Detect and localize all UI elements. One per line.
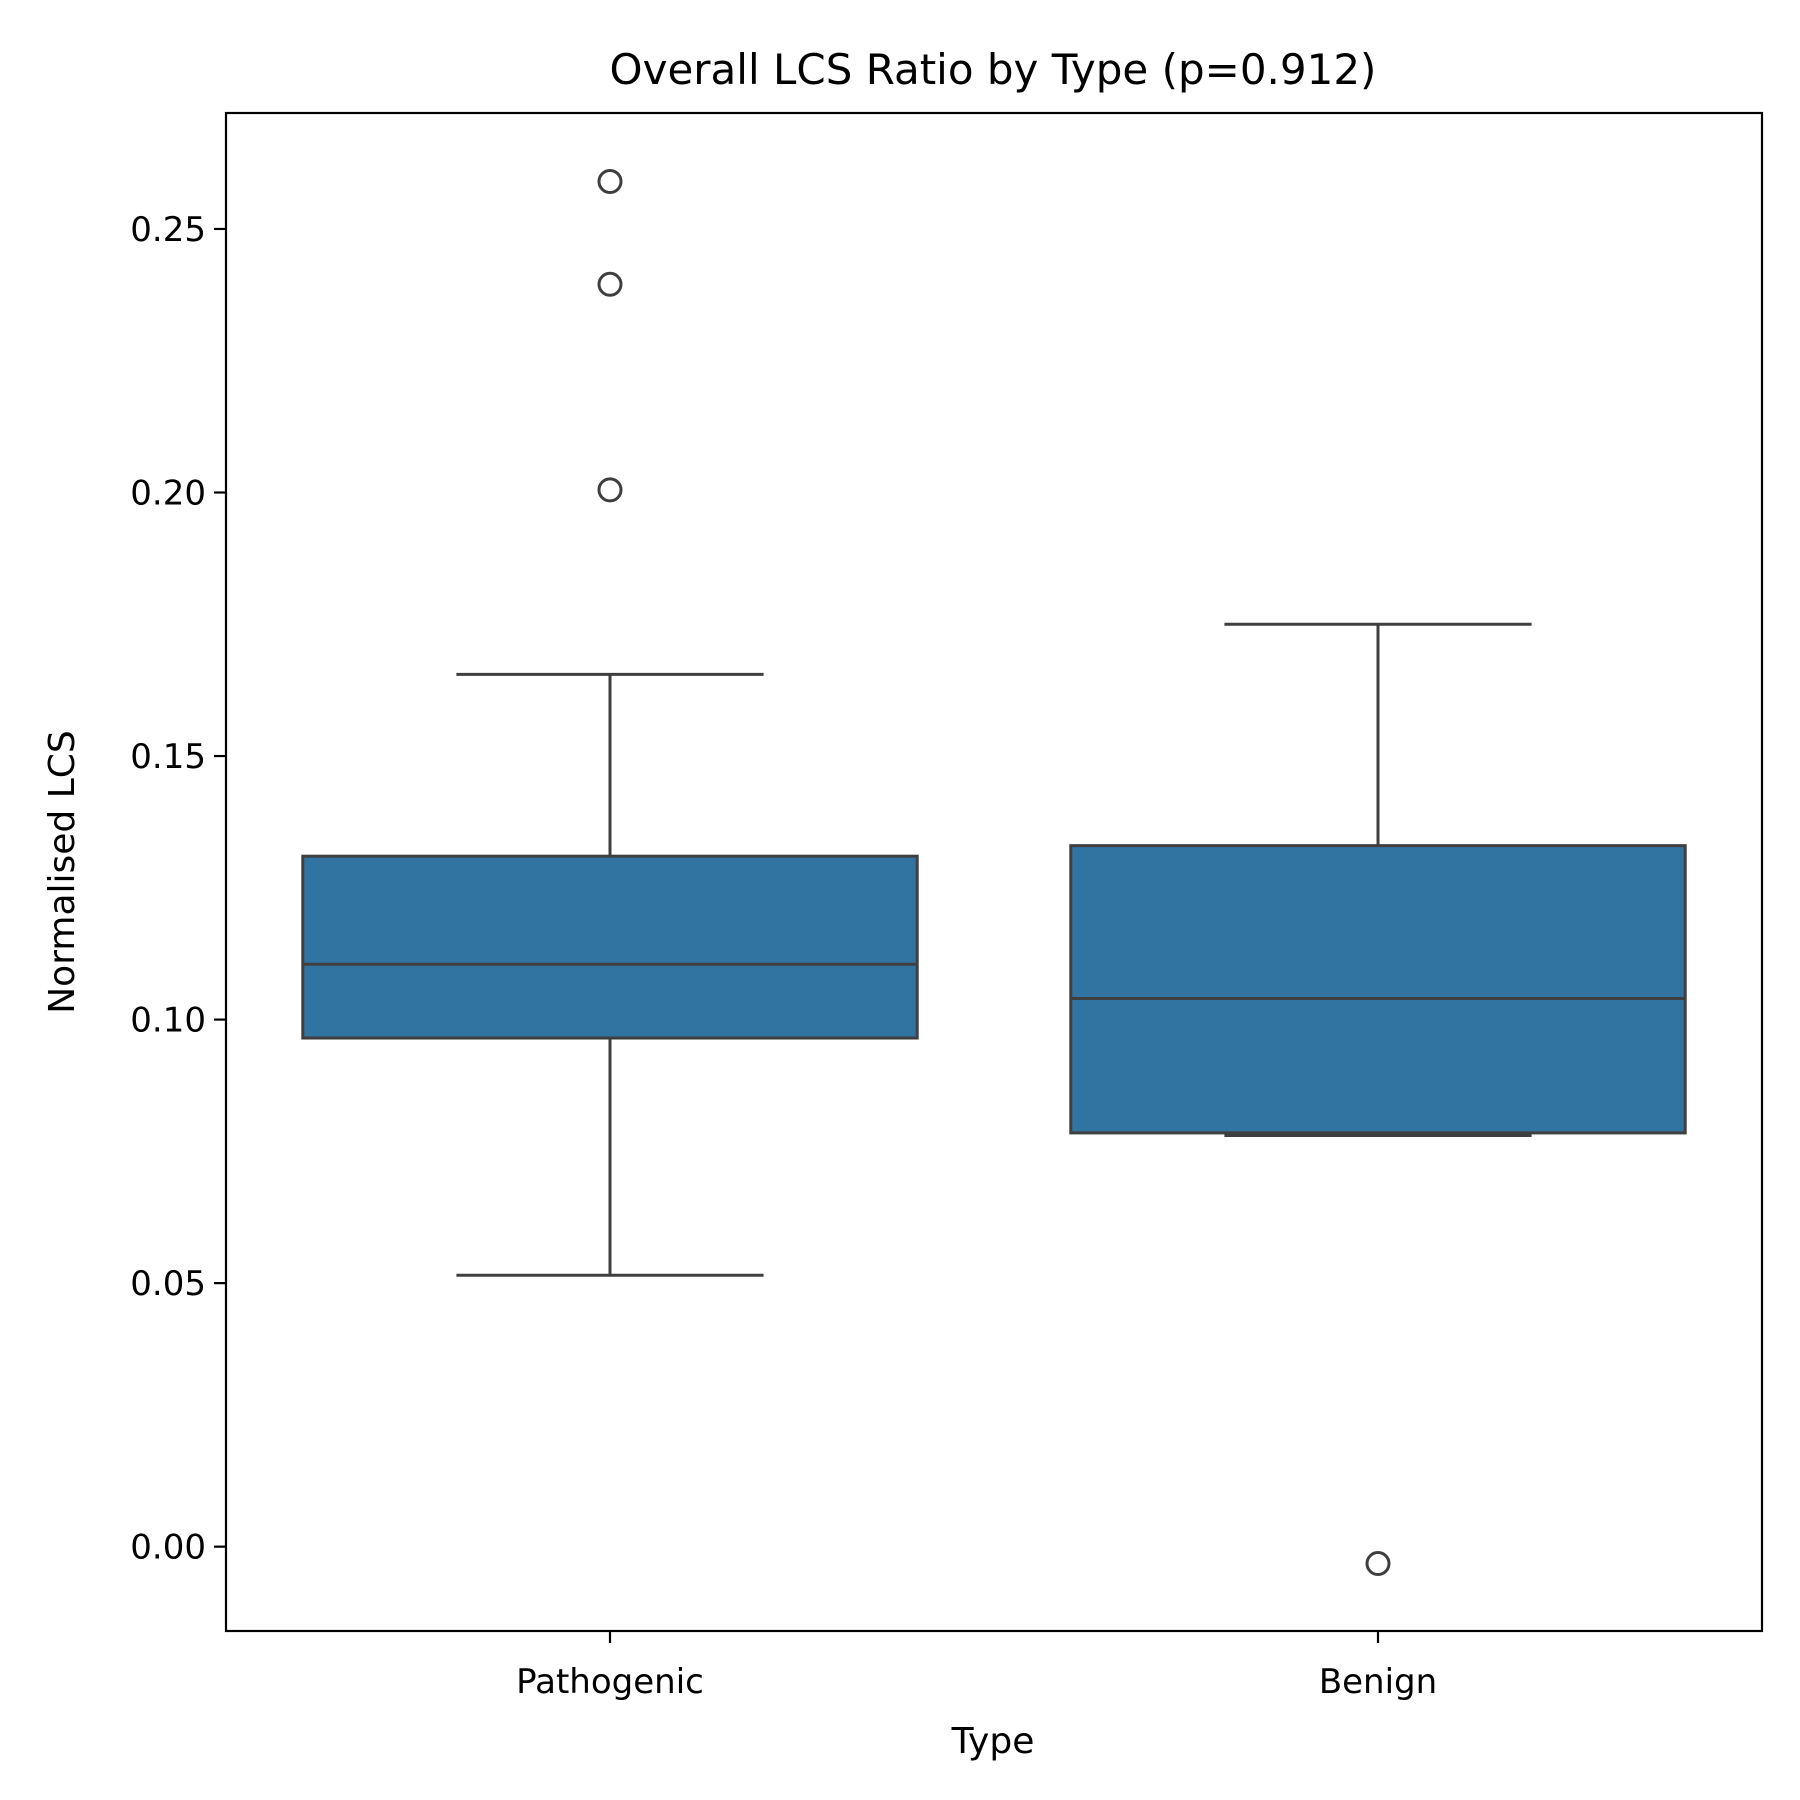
y-tick-label: 0.00 [130, 1528, 206, 1568]
x-tick-label: Pathogenic [516, 1662, 704, 1702]
plot-area-frame [224, 111, 1764, 1633]
outlier-point [1365, 1551, 1391, 1577]
y-axis-label: Normalised LCS [42, 730, 83, 1014]
box-group [1069, 622, 1687, 1577]
outlier-point [597, 477, 623, 503]
box-series [301, 169, 1687, 1577]
y-tick-label: 0.15 [130, 737, 206, 777]
outlier-point [597, 271, 623, 297]
iqr-box [301, 854, 919, 1040]
x-tick-label: Benign [1319, 1662, 1437, 1702]
box-group [301, 169, 919, 1277]
outlier-point [597, 169, 623, 195]
y-tick-label: 0.25 [130, 210, 206, 250]
y-axis: 0.00 0.05 0.10 0.15 0.20 0.25 [130, 210, 226, 1568]
y-tick-label: 0.10 [130, 1001, 206, 1041]
y-tick-label: 0.05 [130, 1264, 206, 1304]
x-axis: Pathogenic Benign [516, 1631, 1437, 1702]
y-tick-label: 0.20 [130, 474, 206, 514]
iqr-box [1069, 844, 1687, 1135]
x-axis-label: Type [951, 1721, 1035, 1762]
chart-title: Overall LCS Ratio by Type (p=0.912) [610, 45, 1377, 94]
